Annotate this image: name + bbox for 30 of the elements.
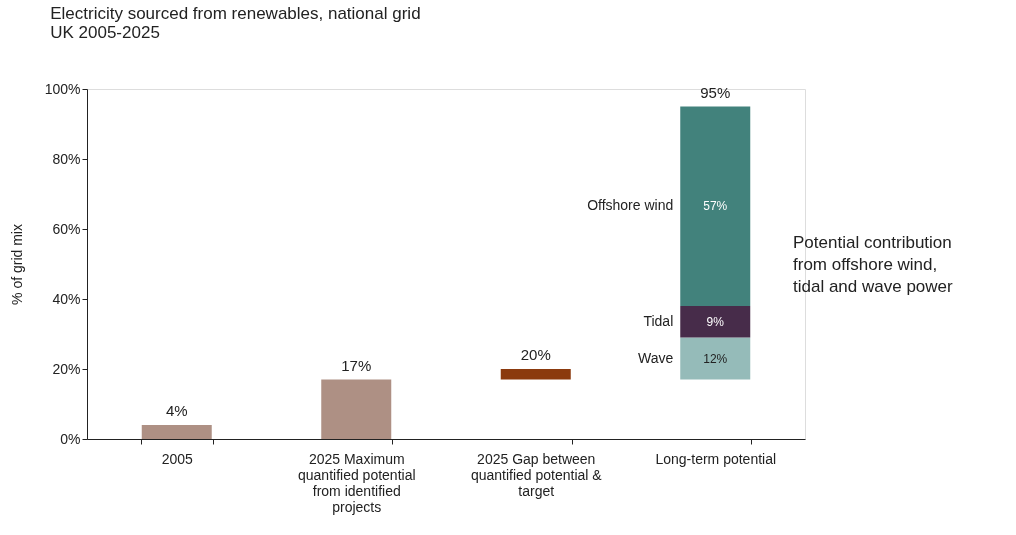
data-label: 17% (341, 356, 372, 374)
chart-title: Electricity sourced from renewables, national grid (50, 4, 421, 23)
data-label: 12% (703, 351, 728, 366)
y-tick-label: 20% (52, 360, 81, 377)
data-label: 9% (706, 314, 725, 329)
series-label: Tidal (643, 312, 674, 329)
chart-subtitle: UK 2005-2025 (50, 23, 160, 42)
x-tick-label: 2005 (161, 450, 194, 467)
bar (680, 106, 751, 306)
y-tick-label: 80% (52, 150, 81, 167)
y-tick-label: 100% (44, 80, 81, 97)
bar (680, 337, 751, 380)
bar (141, 425, 212, 439)
data-label: 4% (165, 402, 188, 419)
y-tick-label: 0% (60, 430, 81, 447)
annotation: Potential contribution from offshore wind, tidal and wave power (793, 233, 954, 296)
y-tick-label: 60% (52, 220, 81, 237)
annotation: 95% (700, 83, 731, 101)
series-label: Wave (637, 349, 674, 366)
y-axis-title: % of grid mix (8, 224, 25, 305)
annotation: 20% (520, 346, 551, 363)
series-label: Offshore wind (587, 197, 674, 214)
data-label: 57% (703, 199, 728, 214)
bar (680, 306, 751, 338)
x-tick-label: 2025 Gap between quantified potential & target (470, 450, 603, 499)
y-tick-label: 40% (52, 290, 81, 307)
bar (500, 369, 571, 380)
x-tick-label: Long-term potential (655, 450, 777, 467)
x-tick-label: 2025 Maximum quantified potential from identified projects (297, 450, 416, 515)
bar (321, 379, 392, 439)
